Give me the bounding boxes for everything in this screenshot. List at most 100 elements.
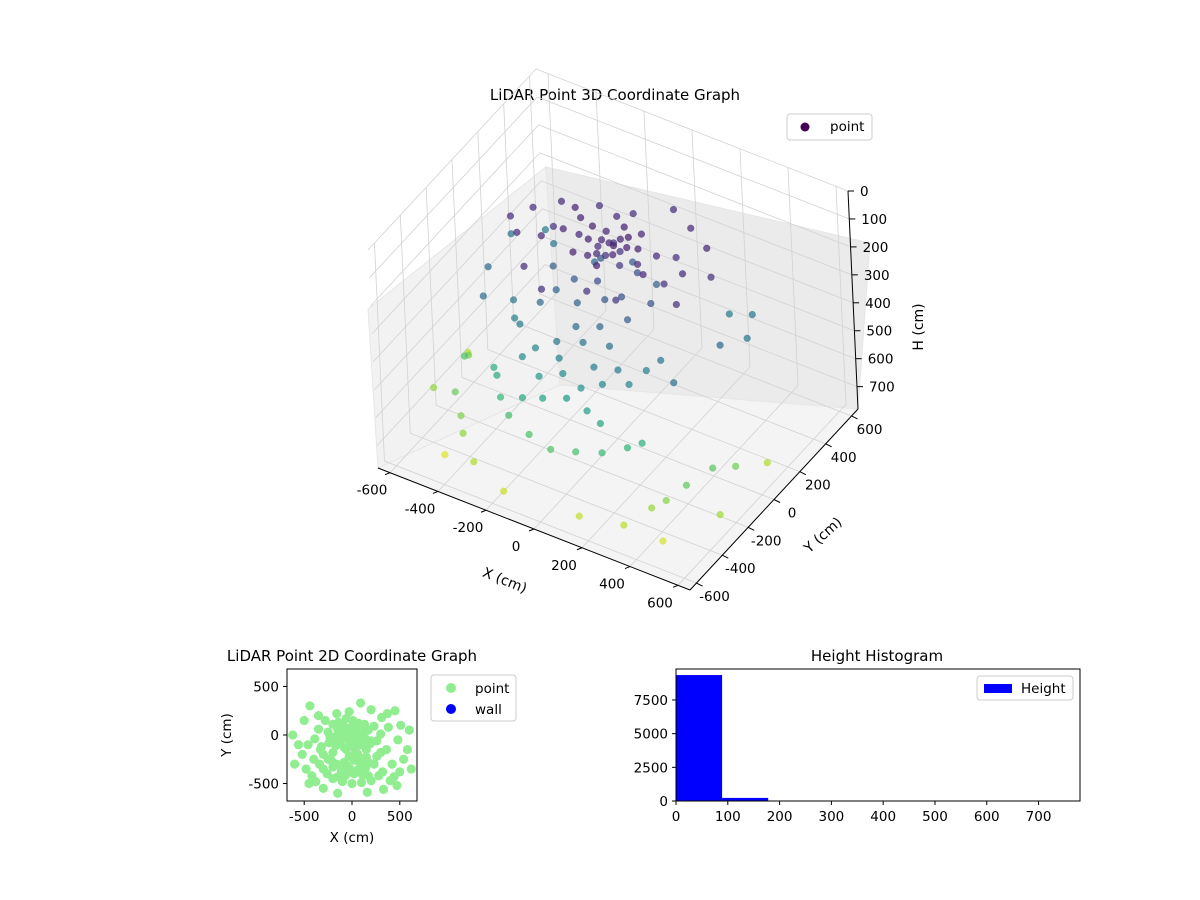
axis-line-y [689,408,859,591]
point-3d [595,201,604,210]
legend-2d-marker-point [446,683,456,693]
point-3d [629,209,637,218]
point-3d [672,300,681,309]
point-3d [748,310,756,319]
point-3d [617,293,626,301]
point-2d [383,722,393,732]
grid-y-2 [425,187,749,528]
chart-2d: LiDAR Point 2D Coordinate Graph -500 0 500… [219,647,517,846]
tick-label-z-2: 200 [863,240,889,256]
legend-2d-marker-wall [446,704,456,714]
point-2d [406,764,416,774]
axis-line-z [847,190,859,410]
chart-hist-title: Height Histogram [811,647,943,665]
tick-y-3 [773,499,781,503]
point-3d [763,459,771,467]
point-3d [583,407,591,415]
point-3d [559,369,567,378]
point-3d [623,316,632,324]
chart-2d-title: LiDAR Point 2D Coordinate Graph [227,647,477,665]
point-3d [596,419,605,428]
point-3d [518,394,527,402]
point-3d [525,430,533,439]
axes-hist: 0 100 200 300 400 500 600 700 0 2500 5000 7500 [634,693,1052,825]
grid-z-1 [368,96,850,279]
point-2d [315,744,326,755]
point-2d [399,754,409,764]
tick-y-0 [696,582,703,587]
grid-y-5 [503,103,826,445]
points-3d [429,197,771,545]
point-3d [496,393,505,401]
point-3d [596,322,604,331]
point-2d [378,784,389,794]
point-2d [304,778,314,789]
tick-label-x-4: 200 [551,558,577,574]
point-3d [669,205,678,214]
grid-x-4 [581,148,751,549]
tick-x-1 [432,490,439,494]
grid-y-4 [477,131,800,473]
ylabel-3d: Y (cm) [800,514,845,557]
point-3d [615,261,624,270]
point-2d [402,744,413,755]
point-3d [709,464,717,472]
point-3d [549,262,557,270]
xlabel-3d: X (cm) [480,565,529,597]
point-2d [337,776,348,787]
tick-label-y-5: 400 [831,450,857,466]
point-3d [593,277,602,285]
point-3d [598,380,607,389]
point-2d [366,736,376,746]
point-2d [345,724,356,734]
point-2d [333,788,343,798]
point-3d [555,354,563,362]
point-3d [441,451,449,459]
point-3d [624,233,632,241]
point-3d [609,242,618,250]
point-2d [382,709,392,719]
tick-label-2d-x-0: -500 [289,809,320,825]
point-3d [550,240,558,248]
point-3d [570,275,578,283]
point-3d [520,262,528,270]
point-2d [310,734,320,744]
point-3d [588,222,597,230]
point-3d [584,235,592,243]
tick-label-x-5: 400 [599,577,625,593]
grid-y-3 [451,159,775,500]
point-3d [429,383,438,392]
point-2d [347,778,357,789]
grid-z-4 [372,180,854,363]
point-2d [349,769,359,779]
tick-label-x-3: 0 [512,539,521,555]
point-3d [616,235,625,243]
grid-y-0 [374,243,697,584]
tick-label-z-6: 600 [868,352,894,368]
tick-label-z-4: 400 [865,296,891,312]
point-2d [299,715,309,726]
grid-y-1 [399,215,723,556]
point-3d [652,252,661,260]
point-3d [707,273,715,281]
point-3d [598,449,606,457]
plot-area-hist [675,668,1081,802]
point-3d [609,251,617,259]
point-2d [352,732,362,743]
point-3d [703,244,711,252]
point-3d [612,296,620,304]
point-3d [660,280,668,288]
point-3d [549,222,558,231]
point-3d [490,363,498,371]
point-2d [349,755,359,765]
grid-z-2 [370,124,851,307]
tick-label-hist-x-1: 100 [715,809,741,825]
tick-label-hist-y-0: 0 [659,794,668,810]
point-3d [457,411,465,420]
point-2d [313,710,324,721]
point-3d [613,212,621,221]
point-3d [579,338,587,347]
point-3d [529,203,537,211]
point-2d [288,730,298,740]
